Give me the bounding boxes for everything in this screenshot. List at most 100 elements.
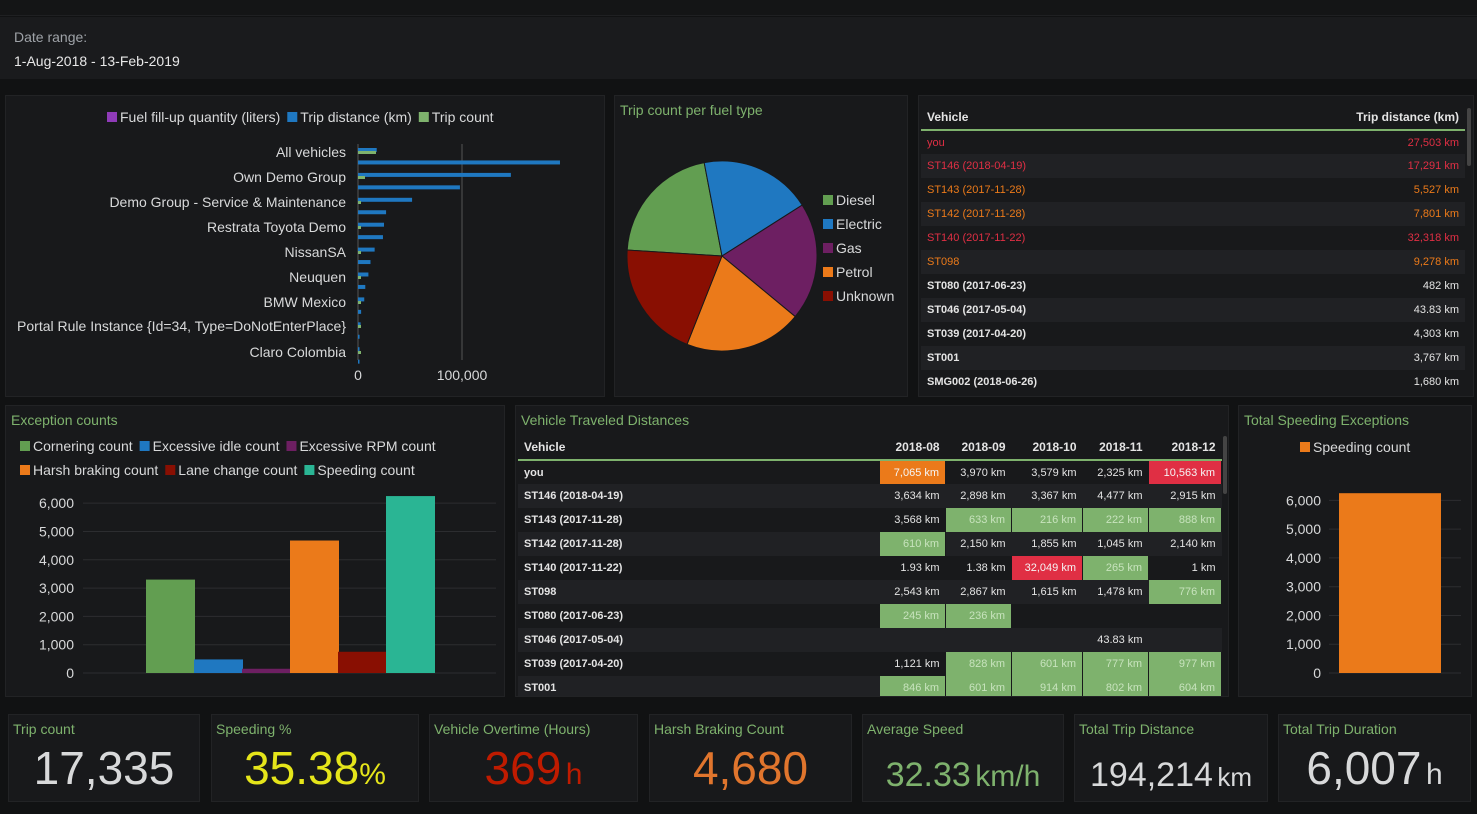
stat-average-speed: Average Speed 32.33 km/h [862,714,1064,802]
table-row[interactable]: SMG002 (2018-06-26) 1,680 km [921,370,1465,394]
distance-cell [1149,604,1222,628]
distance-cell: 32,318 km [1407,232,1459,244]
distance-cell: 914 km [1011,676,1084,696]
bar [358,297,365,302]
table-row[interactable]: ST046 (2017-05-04) 43.83 km [518,628,1222,652]
col-vehicle[interactable]: Vehicle [518,434,880,461]
distance-cell: 2,543 km [879,580,946,604]
stat-title: Total Trip Distance [1079,721,1195,737]
distance-cell: 828 km [945,652,1013,676]
table-row[interactable]: ST080 (2017-06-23) 245 km 236 km [518,604,1222,628]
distance-cell: 10,563 km [1148,460,1222,484]
table-row[interactable]: ST039 (2017-04-20) 1,121 km 828 km 601 km 77… [518,652,1222,676]
distance-cell: 5,527 km [1413,184,1459,196]
distance-cell: 2,325 km [1097,466,1143,479]
legend-label: Electric [836,216,882,232]
vehicle-cell: ST080 (2017-06-23) [927,280,1027,292]
stat-value: 35.38 [244,742,360,794]
bar-lane-change-count [338,651,387,673]
legend-label: Lane change count [178,462,297,478]
date-range-value[interactable]: 1-Aug-2018 - 13-Feb-2019 [14,53,180,69]
vehicle-cell: ST146 (2018-04-19) [518,484,880,508]
distance-cell: 265 km [1082,556,1149,580]
legend-label: Diesel [836,192,875,208]
vehicle-cell: ST143 (2017-11-28) [524,514,623,526]
stat-speeding-percent: Speeding % 35.38% [211,714,419,802]
distance-cell [945,628,1012,652]
table-scrollbar[interactable] [1467,108,1471,166]
bar [358,276,361,279]
col-2018-09[interactable]: 2018-09 [945,434,1012,461]
bar [358,148,377,152]
distance-cell [1011,628,1083,652]
distance-cell: 1,478 km [1082,580,1149,604]
bar-cornering-count [146,579,195,673]
col-2018-11[interactable]: 2018-11 [1082,434,1149,461]
stat-vehicle-overtime: Vehicle Overtime (Hours) 369 h [429,714,638,802]
distance-cell: 245 km [879,604,947,628]
table-row[interactable]: ST039 (2017-04-20) 4,303 km [921,322,1465,346]
distances-scrollbar[interactable] [1223,436,1227,494]
table-row[interactable]: ST146 (2018-04-19) 17,291 km [921,154,1465,178]
table-row[interactable]: ST001 3,767 km [921,346,1465,370]
table-row[interactable]: ST140 (2017-11-22) 32,318 km [921,226,1465,250]
table-row[interactable]: ST143 (2017-11-28) 3,568 km 633 km 216 km 22… [518,508,1222,532]
col-2018-08[interactable]: 2018-08 [879,434,946,461]
speeding-exceptions-chart: Speeding count 0 1,000 2,000 3,000 4,000 5,000… [1286,439,1461,681]
pie-slice-gas [721,204,818,318]
legend-label: Fuel fill-up quantity (liters) [120,109,280,125]
col-vehicle[interactable]: Vehicle [921,104,1209,131]
table-row[interactable]: ST080 (2017-06-23) 482 km [921,274,1465,298]
table-row[interactable]: ST140 (2017-11-22) 1.93 km 1.38 km 32,049 k… [518,556,1222,580]
vehicle-cell: ST039 (2017-04-20) [927,328,1027,340]
distance-cell: 777 km [1082,652,1149,676]
stat-unit: km/h [975,760,1041,793]
distance-cell [1083,604,1149,628]
col-2018-12[interactable]: 2018-12 [1148,434,1222,461]
y-tick-label: 0 [1313,665,1321,681]
distance-cell: 9,278 km [1208,250,1465,274]
table-row[interactable]: ST001 846 km 601 km 914 km 802 km 604 km [518,676,1222,696]
speeding-exceptions-panel: Total Speeding Exceptions Speeding count… [1238,405,1472,697]
legend-swatch [165,465,176,475]
bar [358,176,365,179]
distance-cell: 846 km [879,676,947,696]
legend-swatch [823,243,833,253]
distance-cell: 802 km [1082,676,1149,696]
legend-swatch [20,465,30,475]
bar [358,309,362,314]
distance-cell: 604 km [1148,676,1222,696]
vehicle-cell: ST039 (2017-04-20) [524,658,624,670]
col-trip-distance[interactable]: Trip distance (km) [1208,104,1465,131]
table-row[interactable]: ST098 2,543 km 2,867 km 1,615 km 1,478 km 776… [518,580,1222,604]
legend-swatch [823,219,833,229]
category-label: BMW Mexico [264,294,347,310]
distance-cell: 216 km [1011,508,1084,532]
table-row[interactable]: ST142 (2017-11-28) 610 km 2,150 km 1,855 km… [518,532,1222,556]
vehicle-cell: ST098 [518,580,880,604]
table-row[interactable]: ST146 (2018-04-19) 3,634 km 2,898 km 3,367 … [518,484,1222,508]
col-2018-10[interactable]: 2018-10 [1011,434,1083,461]
fuel-trip-bar-panel: Fuel fill-up quantity (liters) Trip dista… [5,95,605,397]
distance-cell: 1.38 km [966,562,1006,574]
y-tick-label: 0 [66,665,74,681]
table-row[interactable]: ST142 (2017-11-28) 7,801 km [921,202,1465,226]
speeding-exceptions-title: Total Speeding Exceptions [1244,412,1409,428]
pie-slice-diesel [626,162,723,257]
distance-cell: 610 km [879,532,947,556]
stat-value: 4,680 [692,742,809,794]
legend-swatch [823,267,833,277]
table-row[interactable]: ST143 (2017-11-28) 5,527 km [921,178,1465,202]
distance-cell: 888 km [1148,508,1222,532]
stat-total-trip-duration: Total Trip Duration 6,007 h [1278,714,1471,802]
table-row[interactable]: ST098 9,278 km [921,250,1465,274]
table-row[interactable]: you 27,503 km [921,130,1465,154]
table-row[interactable]: ST046 (2017-05-04) 43.83 km [921,298,1465,322]
distance-cell: 2,898 km [945,484,1012,508]
distance-cell: 2,140 km [1148,532,1222,556]
bar-speeding-count [386,496,435,673]
table-row[interactable]: you 7,065 km 3,970 km 3,579 km 2,325 km 10,56… [518,460,1222,484]
traveled-distances-panel: Vehicle Traveled Distances Vehicle 2018-0… [515,405,1229,697]
y-tick-label: 4,000 [1286,550,1321,566]
distance-cell: 3,767 km [1208,346,1465,370]
